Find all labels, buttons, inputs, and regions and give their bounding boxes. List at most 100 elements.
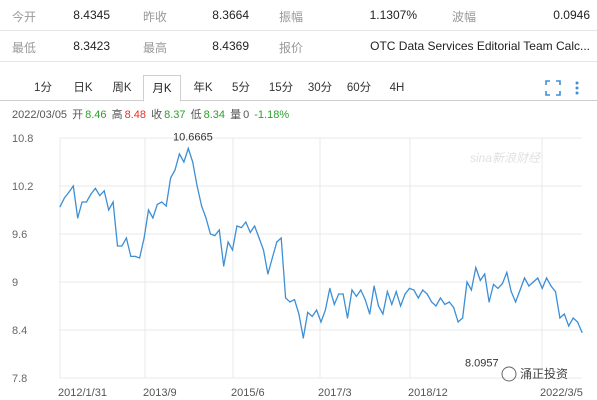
data-point <box>134 255 136 257</box>
data-point <box>373 285 375 287</box>
data-point <box>311 315 313 317</box>
data-point <box>554 291 557 293</box>
x-tick-label: 2015/6 <box>231 387 265 399</box>
data-point <box>77 217 79 219</box>
data-point <box>125 237 127 239</box>
data-point <box>400 305 402 307</box>
data-point <box>223 265 225 267</box>
tab-30min[interactable]: 30分 <box>307 82 333 94</box>
more-vertical-icon[interactable] <box>572 80 582 96</box>
data-point <box>285 297 287 299</box>
data-point <box>315 309 318 311</box>
data-point <box>156 203 158 205</box>
data-point <box>377 305 380 307</box>
data-point <box>174 169 176 171</box>
data-point <box>457 321 459 323</box>
quote-value: 8.4345 <box>73 8 110 22</box>
data-point <box>382 313 384 315</box>
data-point <box>94 187 96 189</box>
data-point <box>417 297 419 299</box>
data-point <box>200 205 203 207</box>
data-point <box>249 231 251 233</box>
data-point <box>528 285 530 287</box>
close-label: 收 <box>151 109 163 121</box>
data-point <box>369 313 371 315</box>
data-point <box>488 301 490 303</box>
tab-yearly[interactable]: 年K <box>193 82 213 94</box>
price-series-line <box>59 146 583 339</box>
data-point <box>139 257 141 259</box>
quote-value: 8.3423 <box>73 39 110 53</box>
data-point <box>152 217 154 219</box>
quote-label: 今开 <box>12 10 37 24</box>
price-points <box>59 147 583 339</box>
data-point <box>568 325 570 327</box>
source-watermark: 涌正投资 <box>501 366 568 382</box>
data-point <box>364 299 366 301</box>
data-point <box>258 237 260 239</box>
data-point <box>563 313 565 315</box>
data-point <box>192 161 194 163</box>
high-label: 高 <box>111 109 123 121</box>
data-point <box>147 209 150 211</box>
sina-watermark: sina新浪财经 <box>470 151 542 165</box>
data-point <box>236 225 238 227</box>
tab-1min[interactable]: 1分 <box>34 82 52 94</box>
data-point <box>205 217 207 219</box>
data-point <box>422 289 424 291</box>
data-point <box>59 206 61 208</box>
data-point <box>386 291 388 293</box>
tab-monthly[interactable]: 月K <box>143 75 181 102</box>
data-point <box>581 331 583 333</box>
data-point <box>245 221 247 223</box>
data-point <box>559 317 561 319</box>
tab-weekly[interactable]: 周K <box>112 82 132 94</box>
quote-label: 昨收 <box>143 10 168 24</box>
data-point <box>453 307 455 309</box>
y-tick-label: 10.8 <box>12 133 33 145</box>
data-point <box>307 311 309 313</box>
data-point <box>484 273 486 275</box>
data-point <box>72 185 74 187</box>
data-point <box>395 291 397 293</box>
data-point <box>112 201 114 203</box>
x-tick-label: 2018/12 <box>408 387 448 399</box>
tab-60min[interactable]: 60分 <box>346 82 372 94</box>
data-point <box>492 283 495 285</box>
source-text: 涌正投资 <box>520 366 568 381</box>
data-point <box>576 321 579 323</box>
data-point <box>515 301 517 303</box>
fullscreen-icon[interactable] <box>545 80 561 96</box>
data-point <box>254 225 256 227</box>
data-point <box>209 233 212 235</box>
data-point <box>271 257 273 259</box>
data-point <box>497 287 499 289</box>
data-point <box>324 309 327 311</box>
data-point <box>68 191 70 193</box>
data-point <box>541 287 543 289</box>
chart-annotations: 10.6665 8.0957 <box>173 132 499 370</box>
volume-value: 0 <box>243 109 250 121</box>
data-point <box>81 201 83 203</box>
y-tick-label: 7.8 <box>12 373 27 385</box>
data-point <box>426 293 428 295</box>
data-point <box>130 255 132 257</box>
quote-value: 0.0946 <box>553 8 590 22</box>
quote-label: 最低 <box>12 41 37 55</box>
period-tabs: 1分 日K 周K 月K 年K 5分 15分 30分 60分 4H <box>0 75 597 102</box>
quote-label: 波幅 <box>452 10 477 24</box>
tab-daily[interactable]: 日K <box>73 82 93 94</box>
tab-5min[interactable]: 5分 <box>232 82 250 94</box>
tab-15min[interactable]: 15分 <box>268 82 294 94</box>
data-point <box>169 177 172 179</box>
data-point <box>218 229 220 231</box>
data-point <box>231 249 234 251</box>
chart-ticks: 10.8 10.2 9.6 9 8.4 7.8 2012/1/31 2013/9 2015/6 2… <box>12 133 583 399</box>
data-point <box>408 287 411 289</box>
high-value: 8.48 <box>124 109 147 121</box>
tab-4h[interactable]: 4H <box>389 82 405 94</box>
data-point <box>461 317 464 319</box>
open-label: 开 <box>72 109 84 121</box>
quote-row: 最低 8.3423 最高 8.4369 报价 OTC Data Services… <box>0 31 597 62</box>
